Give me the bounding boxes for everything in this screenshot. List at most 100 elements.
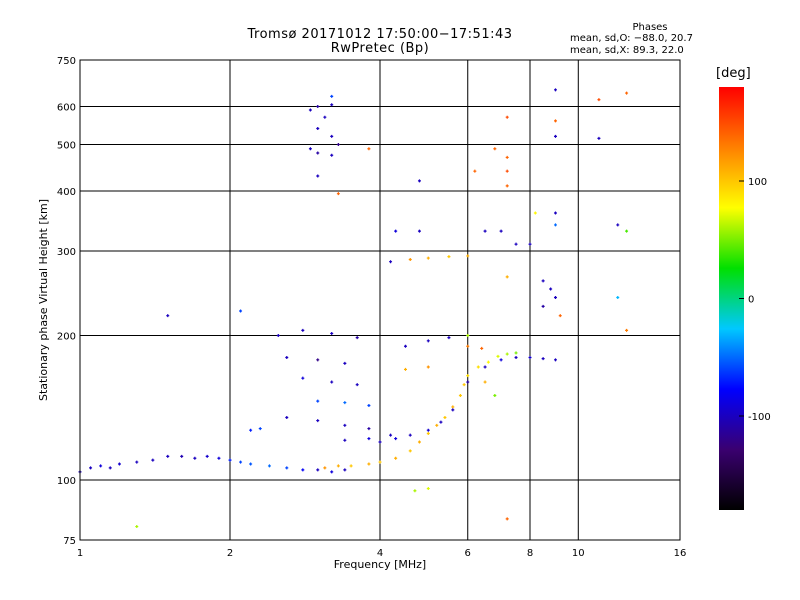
phase-heading: Phases: [632, 22, 668, 33]
echo-point: [533, 211, 537, 215]
echo-point: [336, 192, 340, 196]
echo-point: [330, 470, 334, 474]
x-tick-label: 1: [77, 548, 83, 559]
echo-point: [408, 258, 412, 262]
y-axis-ticks: 75 100 200 300 400 500 600 750: [57, 56, 76, 547]
echo-point: [301, 328, 305, 332]
echo-point: [367, 437, 371, 441]
y-tick-label: 200: [57, 332, 76, 343]
echo-point: [505, 275, 509, 279]
echo-point: [493, 147, 497, 151]
echo-point: [499, 358, 503, 362]
x-tick-label: 10: [572, 548, 585, 559]
y-tick-label: 100: [57, 476, 76, 487]
echo-point: [239, 460, 243, 464]
echo-point: [330, 94, 334, 98]
echo-point: [330, 331, 334, 335]
x-tick-label: 8: [527, 548, 533, 559]
x-tick-label: 6: [465, 548, 471, 559]
echo-point: [367, 147, 371, 151]
echo-point: [378, 440, 382, 444]
colorbar-tick-label: 100: [748, 177, 767, 188]
echo-point: [403, 367, 407, 371]
echo-point: [336, 143, 340, 147]
echo-point: [249, 428, 253, 432]
phase-o-stats: mean, sd,O: −88.0, 20.7: [570, 33, 693, 44]
echo-point: [625, 91, 629, 95]
phase-x-stats: mean, sd,X: 89.3, 22.0: [570, 45, 684, 56]
echo-point: [249, 462, 253, 466]
echo-point: [514, 355, 518, 359]
echo-point: [394, 229, 398, 233]
y-tick-label: 300: [57, 247, 76, 258]
data-points: [78, 88, 629, 529]
echo-point: [343, 438, 347, 442]
echo-point: [597, 98, 601, 102]
echo-point: [549, 287, 553, 291]
echo-point: [343, 468, 347, 472]
echo-point: [426, 256, 430, 260]
echo-point: [258, 427, 262, 431]
echo-point: [486, 360, 490, 364]
echo-point: [308, 147, 312, 151]
echo-point: [205, 454, 209, 458]
echo-point: [316, 174, 320, 178]
echo-point: [316, 126, 320, 130]
echo-point: [505, 169, 509, 173]
echo-point: [316, 399, 320, 403]
echo-point: [389, 260, 393, 264]
echo-point: [466, 254, 470, 258]
echo-point: [558, 314, 562, 318]
echo-point: [553, 88, 557, 92]
echo-point: [285, 355, 289, 359]
echo-point: [483, 380, 487, 384]
echo-point: [180, 454, 184, 458]
echo-point: [323, 115, 327, 119]
x-axis-label: Frequency [MHz]: [334, 558, 426, 571]
x-tick-label: 4: [377, 548, 383, 559]
echo-point: [166, 454, 170, 458]
echo-point: [458, 394, 462, 398]
echo-point: [367, 462, 371, 466]
echo-point: [505, 115, 509, 119]
echo-point: [443, 415, 447, 419]
echo-point: [496, 354, 500, 358]
echo-point: [355, 336, 359, 340]
echo-point: [616, 296, 620, 300]
echo-point: [349, 464, 353, 468]
echo-point: [408, 449, 412, 453]
echo-point: [301, 376, 305, 380]
echo-point: [447, 255, 451, 259]
colorbar-tick-label: 0: [748, 295, 754, 306]
chart-subtitle: RwPretec (Bp): [330, 41, 430, 56]
echo-point: [308, 108, 312, 112]
echo-point: [553, 223, 557, 227]
echo-point: [514, 351, 518, 355]
echo-point: [343, 361, 347, 365]
echo-point: [466, 344, 470, 348]
echo-point: [553, 134, 557, 138]
echo-point: [316, 358, 320, 362]
echo-point: [480, 346, 484, 350]
colorbar-tick-label: -100: [748, 412, 771, 423]
echo-point: [89, 466, 93, 470]
echo-point: [625, 328, 629, 332]
x-tick-label: 2: [227, 548, 233, 559]
echo-point: [135, 460, 139, 464]
y-axis-label: Stationary phase Virtual Height [km]: [37, 199, 50, 401]
echo-point: [166, 314, 170, 318]
echo-point: [330, 380, 334, 384]
echo-point: [367, 403, 371, 407]
echo-point: [408, 433, 412, 437]
echo-point: [597, 136, 601, 140]
echo-point: [413, 489, 417, 493]
echo-point: [483, 365, 487, 369]
echo-point: [285, 466, 289, 470]
colorbar-ticks: 100 0 -100: [739, 177, 771, 423]
echo-point: [228, 458, 232, 462]
grid-lines: [80, 60, 680, 540]
echo-point: [417, 229, 421, 233]
echo-point: [336, 464, 340, 468]
y-tick-label: 750: [57, 56, 76, 67]
